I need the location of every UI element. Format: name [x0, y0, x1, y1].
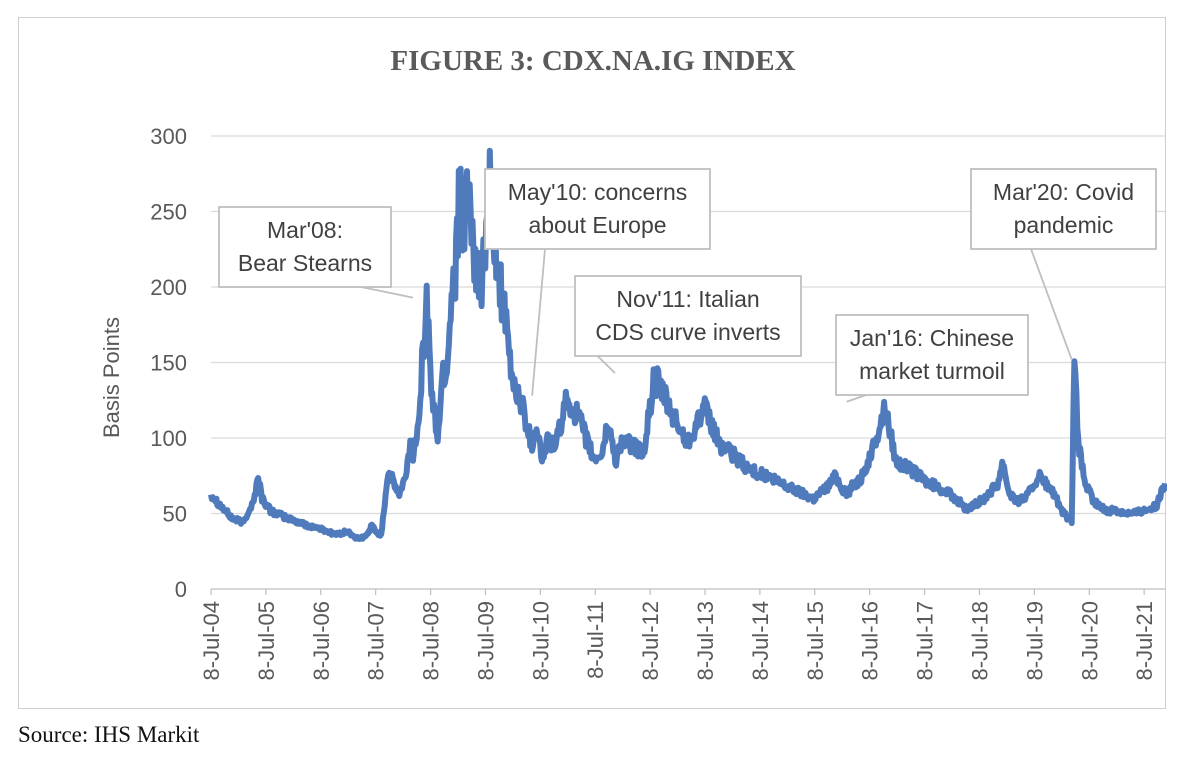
annotation-callout: Mar'20: Covid pandemic — [970, 168, 1157, 360]
x-tick-labels: 8-Jul-04 8-Jul-05 8-Jul-06 8-Jul-07 8-Jul-08… — [199, 589, 1157, 680]
x-tick-label: 8-Jul-04 — [199, 601, 224, 680]
source-note: Source: IHS Markit — [18, 722, 200, 747]
x-tick-label: 8-Jul-21 — [1132, 601, 1157, 680]
y-tick-label: 0 — [175, 577, 187, 602]
x-tick-label: 8-Jul-13 — [693, 601, 718, 680]
x-tick-label: 8-Jul-07 — [364, 601, 389, 680]
x-tick-label: 8-Jul-15 — [803, 601, 828, 680]
annotation-box — [574, 275, 802, 357]
x-tick-label: 8-Jul-12 — [638, 601, 663, 680]
x-tick-label: 8-Jul-14 — [748, 601, 773, 680]
x-tick-label: 8-Jul-19 — [1022, 601, 1047, 680]
annotation-box — [835, 314, 1029, 396]
x-tick-label: 8-Jul-16 — [858, 601, 883, 680]
y-tick-label: 200 — [150, 275, 187, 300]
x-tick-label: 8-Jul-10 — [528, 601, 553, 680]
y-tick-label: 250 — [150, 200, 187, 225]
x-tick-label: 8-Jul-09 — [473, 601, 498, 680]
x-tick-label: 8-Jul-17 — [913, 601, 938, 680]
y-axis-label: Basis Points — [99, 317, 124, 438]
line-chart: FIGURE 3: CDX.NA.IG INDEX 0 50 100 150 200 25… — [99, 45, 1167, 680]
annotation-callout: May'10: concerns about Europe — [484, 168, 711, 396]
annotation-leader — [360, 286, 414, 299]
y-tick-label: 300 — [150, 124, 187, 149]
y-tick-label: 100 — [150, 426, 187, 451]
annotation-text: pandemic — [1014, 212, 1114, 238]
chart-title: FIGURE 3: CDX.NA.IG INDEX — [390, 45, 795, 77]
annotation-box — [484, 168, 711, 250]
y-tick-label: 150 — [150, 351, 187, 376]
annotation-text: market turmoil — [859, 358, 1005, 384]
y-tick-labels: 0 50 100 150 200 250 300 — [150, 124, 187, 602]
y-tick-label: 50 — [163, 502, 187, 527]
annotation-text: May'10: concerns — [508, 179, 688, 205]
annotation-callout: Jan'16: Chinese market turmoil — [835, 314, 1029, 403]
annotations: Mar'08: Bear Stearns May'10: concerns about… — [218, 168, 1157, 403]
x-tick-label: 8-Jul-08 — [419, 601, 444, 680]
x-tick-label: 8-Jul-06 — [309, 601, 334, 680]
annotation-callout: Mar'08: Bear Stearns — [218, 206, 414, 299]
annotation-text: Mar'20: Covid — [993, 179, 1134, 205]
series-layer — [208, 147, 1167, 542]
x-tick-label: 8-Jul-05 — [254, 601, 279, 680]
annotation-box — [970, 168, 1157, 250]
annotation-text: Bear Stearns — [238, 250, 372, 276]
chart-frame: FIGURE 3: CDX.NA.IG INDEX 0 50 100 150 200 25… — [18, 17, 1167, 709]
annotation-callout: Nov'11: Italian CDS curve inverts — [574, 275, 802, 374]
annotation-leader — [846, 394, 867, 403]
annotation-text: Jan'16: Chinese — [850, 325, 1014, 351]
annotation-text: Mar'08: — [267, 217, 343, 243]
annotation-text: Nov'11: Italian — [616, 286, 759, 312]
x-tick-label: 8-Jul-18 — [967, 601, 992, 680]
series-line — [208, 147, 1167, 542]
x-tick-label: 8-Jul-11 — [583, 601, 608, 679]
x-tick-label: 8-Jul-20 — [1077, 601, 1102, 680]
annotation-text: about Europe — [528, 212, 666, 238]
annotation-leader — [531, 248, 546, 396]
annotation-leader — [1030, 248, 1073, 360]
annotation-box — [218, 206, 392, 288]
annotation-text: CDS curve inverts — [595, 319, 780, 345]
